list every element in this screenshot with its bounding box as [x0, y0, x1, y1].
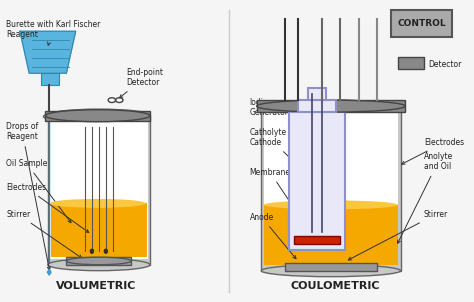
Polygon shape [20, 31, 76, 73]
Text: Anode: Anode [250, 213, 296, 259]
Text: Membrane: Membrane [250, 168, 315, 239]
Text: Anolyte
and Oil: Anolyte and Oil [398, 152, 453, 243]
Bar [48, 115, 150, 265]
Ellipse shape [261, 265, 401, 277]
Text: VOLUMETRIC: VOLUMETRIC [56, 281, 137, 291]
Text: Catholyte
Cathode: Catholyte Cathode [250, 128, 296, 163]
Text: Stirrer: Stirrer [348, 210, 448, 260]
Ellipse shape [90, 249, 94, 253]
Ellipse shape [48, 259, 150, 271]
Ellipse shape [66, 257, 131, 265]
Bar [66, 257, 131, 265]
Text: Burette with Karl Fischer
Reagent: Burette with Karl Fischer Reagent [6, 20, 100, 45]
Bar [264, 205, 398, 265]
Bar [289, 112, 345, 250]
Text: COULOMETRIC: COULOMETRIC [291, 281, 380, 291]
Text: Detector: Detector [402, 60, 462, 69]
Bar [41, 73, 59, 85]
Ellipse shape [50, 199, 146, 208]
Bar [264, 106, 398, 265]
Ellipse shape [261, 100, 401, 112]
Bar [261, 106, 401, 271]
Ellipse shape [48, 109, 150, 121]
Text: Iodine
Generator: Iodine Generator [250, 98, 313, 126]
Text: Electrodes: Electrodes [401, 138, 464, 164]
Bar [398, 57, 424, 69]
Bar [294, 236, 340, 244]
Bar [257, 100, 405, 112]
Text: End-point
Detector: End-point Detector [119, 68, 164, 98]
Text: Stirrer: Stirrer [6, 210, 82, 258]
Bar [51, 203, 147, 257]
Bar [50, 115, 147, 259]
Ellipse shape [257, 100, 405, 112]
Polygon shape [47, 269, 51, 275]
Bar [308, 88, 326, 100]
Text: Oil Sample: Oil Sample [6, 159, 71, 223]
Ellipse shape [46, 110, 150, 122]
Bar [284, 263, 377, 271]
Ellipse shape [44, 114, 55, 119]
Text: CONTROL: CONTROL [397, 19, 446, 28]
Ellipse shape [264, 200, 398, 209]
Bar [46, 111, 150, 121]
Bar [299, 100, 336, 112]
Bar [391, 10, 452, 37]
Ellipse shape [104, 249, 108, 253]
Text: Drops of
Reagent: Drops of Reagent [6, 122, 50, 270]
Text: Electrodes: Electrodes [6, 183, 89, 233]
